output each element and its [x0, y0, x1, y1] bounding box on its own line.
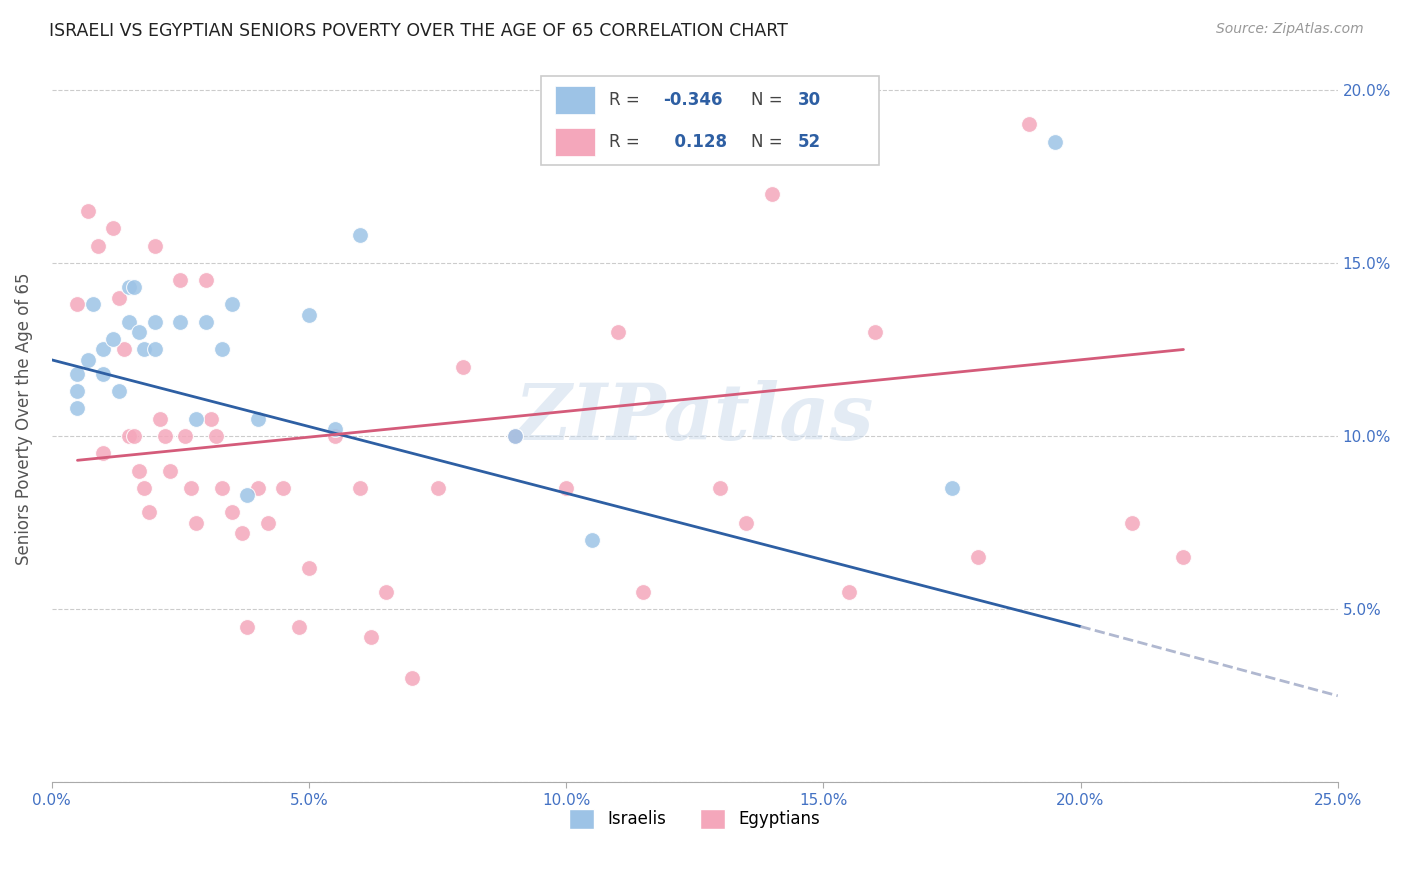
Point [195, 315, 218, 329]
Point [153, 429, 176, 443]
Point [143, 315, 166, 329]
Point [91, 446, 114, 460]
Point [195, 273, 218, 287]
Point [287, 619, 309, 633]
Point [174, 429, 197, 443]
Point [122, 280, 145, 294]
Point [761, 186, 783, 201]
Point [128, 464, 150, 478]
Point [298, 560, 321, 574]
Point [349, 481, 371, 495]
Point [375, 585, 398, 599]
Point [134, 343, 156, 357]
Text: N =: N = [751, 91, 787, 109]
Point [118, 429, 141, 443]
FancyBboxPatch shape [555, 86, 595, 114]
Point [180, 481, 202, 495]
Point [82, 297, 104, 311]
Point [138, 505, 160, 519]
Point [103, 221, 125, 235]
Point [221, 297, 243, 311]
Point [122, 429, 145, 443]
Point [246, 481, 269, 495]
Point [863, 325, 886, 339]
Text: R =: R = [609, 91, 645, 109]
Point [360, 630, 382, 644]
Point [143, 343, 166, 357]
Point [118, 315, 141, 329]
Point [66, 297, 89, 311]
Point [606, 325, 628, 339]
Point [941, 481, 963, 495]
Point [87, 238, 110, 252]
Point [1018, 117, 1040, 131]
Point [91, 367, 114, 381]
Point [503, 429, 526, 443]
Point [143, 238, 166, 252]
Point [91, 343, 114, 357]
Point [128, 325, 150, 339]
Point [966, 550, 988, 565]
Point [271, 481, 294, 495]
Point [236, 619, 259, 633]
Point [112, 343, 135, 357]
Point [503, 429, 526, 443]
Point [184, 411, 207, 425]
FancyBboxPatch shape [555, 128, 595, 156]
Point [298, 308, 321, 322]
Point [205, 429, 228, 443]
Point [231, 526, 253, 541]
Point [1173, 550, 1195, 565]
Text: Source: ZipAtlas.com: Source: ZipAtlas.com [1216, 22, 1364, 37]
Point [211, 481, 233, 495]
Point [349, 228, 371, 243]
Point [134, 481, 156, 495]
Text: R =: R = [609, 133, 645, 151]
FancyBboxPatch shape [541, 76, 879, 165]
Point [633, 585, 655, 599]
Point [246, 411, 269, 425]
Point [555, 481, 578, 495]
Point [66, 401, 89, 416]
Point [256, 516, 278, 530]
Point [735, 516, 758, 530]
Point [169, 273, 191, 287]
Text: N =: N = [751, 133, 787, 151]
Text: -0.346: -0.346 [662, 91, 723, 109]
Point [221, 505, 243, 519]
Point [76, 204, 98, 219]
Point [107, 384, 129, 398]
Point [149, 411, 172, 425]
Point [581, 533, 603, 547]
Point [66, 384, 89, 398]
Point [709, 481, 731, 495]
Point [236, 488, 259, 502]
Point [323, 422, 346, 436]
Point [184, 516, 207, 530]
Point [66, 367, 89, 381]
Point [159, 464, 181, 478]
Point [169, 315, 191, 329]
Point [451, 359, 474, 374]
Y-axis label: Seniors Poverty Over the Age of 65: Seniors Poverty Over the Age of 65 [15, 272, 32, 565]
Point [1043, 135, 1066, 149]
Point [323, 429, 346, 443]
Point [107, 291, 129, 305]
Point [401, 672, 423, 686]
Text: 0.128: 0.128 [662, 133, 727, 151]
Point [76, 352, 98, 367]
Legend: Israelis, Egyptians: Israelis, Egyptians [562, 802, 827, 836]
Point [838, 585, 860, 599]
Point [118, 280, 141, 294]
Point [426, 481, 449, 495]
Text: 52: 52 [797, 133, 821, 151]
Point [200, 411, 222, 425]
Text: 30: 30 [797, 91, 821, 109]
Text: ISRAELI VS EGYPTIAN SENIORS POVERTY OVER THE AGE OF 65 CORRELATION CHART: ISRAELI VS EGYPTIAN SENIORS POVERTY OVER… [49, 22, 789, 40]
Point [1121, 516, 1143, 530]
Text: ZIPatlas: ZIPatlas [515, 381, 875, 457]
Point [211, 343, 233, 357]
Point [103, 332, 125, 346]
